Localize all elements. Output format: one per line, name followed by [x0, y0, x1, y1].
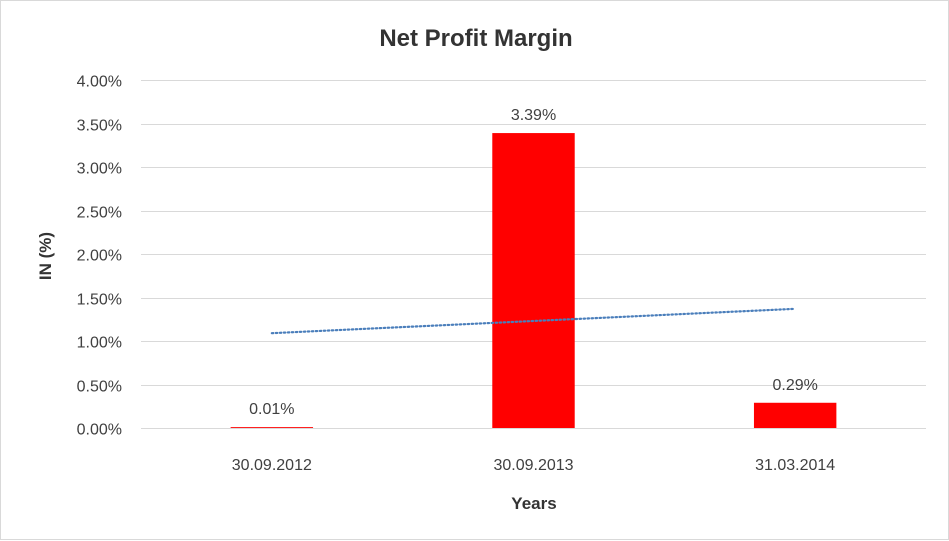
y-axis-ticks: 0.00% 0.50% 1.00% 1.50% 2.00% 2.50% 3.00% 3.50%… — [77, 74, 122, 439]
bar — [492, 133, 575, 428]
trendline — [270, 307, 797, 335]
y-tick-label: 4.00% — [77, 74, 122, 91]
x-axis-title: Years — [511, 494, 556, 513]
y-tick-label: 0.50% — [77, 379, 122, 396]
y-axis-title: IN (%) — [36, 232, 55, 280]
x-axis-ticks: 30.09.2012 30.09.2013 31.03.2014 — [232, 457, 836, 474]
trendline-layer — [270, 307, 797, 335]
y-tick-label: 3.00% — [77, 161, 122, 178]
data-labels: 0.01% 3.39% 0.29% — [249, 107, 818, 418]
bar — [753, 402, 837, 428]
data-label: 0.29% — [772, 377, 817, 394]
x-tick-label: 30.09.2012 — [232, 457, 312, 474]
data-label: 3.39% — [511, 107, 556, 124]
x-tick-label: 30.09.2013 — [493, 457, 573, 474]
y-tick-label: 1.00% — [77, 335, 122, 352]
y-tick-label: 2.00% — [77, 248, 122, 265]
x-tick-label: 31.03.2014 — [755, 457, 835, 474]
y-tick-label: 1.50% — [77, 292, 122, 309]
chart-title: Net Profit Margin — [379, 25, 572, 52]
y-tick-label: 3.50% — [77, 118, 122, 135]
y-tick-label: 0.00% — [77, 422, 122, 439]
y-tick-label: 2.50% — [77, 205, 122, 222]
data-label: 0.01% — [249, 401, 294, 418]
bars — [230, 133, 837, 428]
bar — [230, 427, 314, 428]
